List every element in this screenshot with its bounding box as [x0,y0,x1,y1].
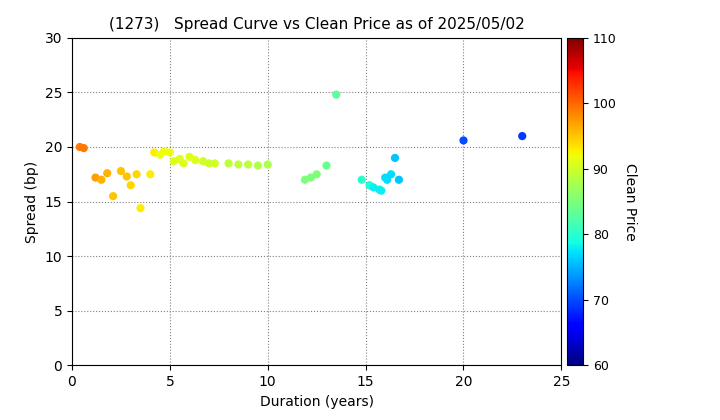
Point [174,156,186,163]
Point [320,162,332,169]
Point [203,160,215,167]
Point [379,174,391,181]
Title: (1273)   Spread Curve vs Clean Price as of 2025/05/02: (1273) Spread Curve vs Clean Price as of… [109,18,525,32]
Point [385,171,397,178]
Point [131,171,143,178]
Point [209,160,220,167]
Point [178,160,189,167]
Point [374,186,385,193]
Point [74,144,86,150]
Point [252,162,264,169]
Point [364,182,375,189]
Point [305,174,317,181]
Point [145,171,156,178]
Point [154,151,166,158]
Point [311,171,323,178]
Point [330,91,342,98]
Point [393,176,405,183]
X-axis label: Duration (years): Duration (years) [260,395,374,409]
Y-axis label: Clean Price: Clean Price [624,163,637,241]
Point [102,170,113,176]
Point [107,193,119,199]
Point [376,187,387,194]
Y-axis label: Spread (bp): Spread (bp) [25,160,39,243]
Point [458,137,469,144]
Point [356,176,367,183]
Point [148,149,160,156]
Point [197,158,209,165]
Point [390,155,401,161]
Point [96,176,107,183]
Point [222,160,234,167]
Point [164,149,176,156]
Point [189,157,201,163]
Point [382,176,393,183]
Point [184,153,195,160]
Point [115,168,127,174]
Point [168,158,179,165]
Point [262,161,274,168]
Point [300,176,311,183]
Point [78,145,89,152]
Point [135,205,146,212]
Point [90,174,102,181]
Point [158,148,170,155]
Point [125,182,137,189]
Point [121,173,132,180]
Point [233,161,244,168]
Point [368,184,379,191]
Point [516,133,528,139]
Point [243,161,254,168]
